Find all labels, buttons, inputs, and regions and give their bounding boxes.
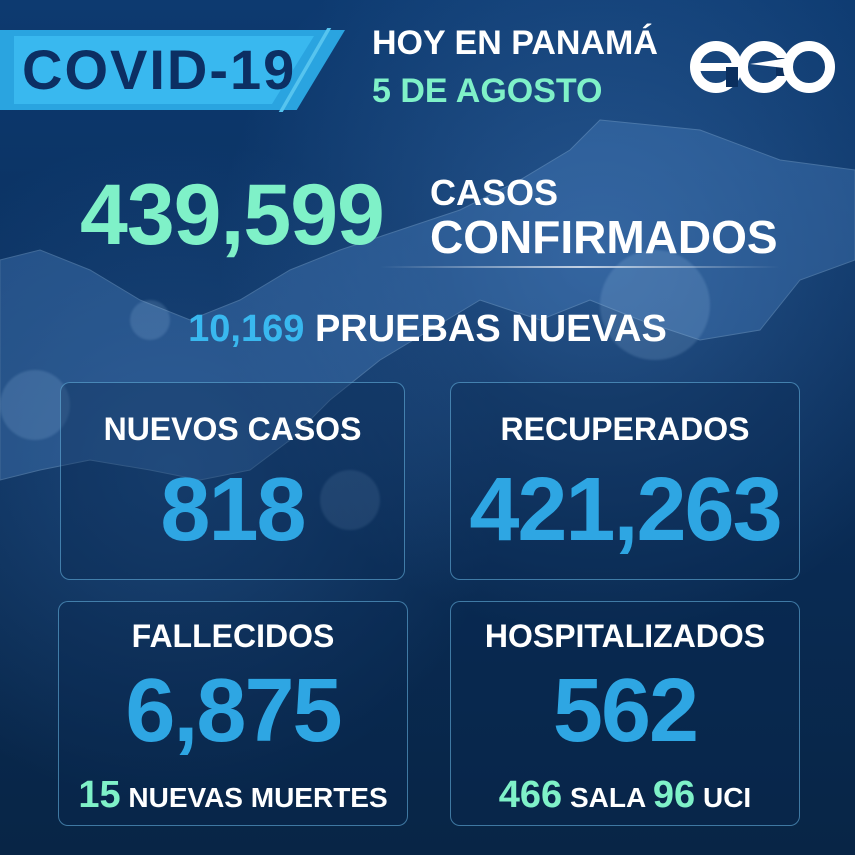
card-deaths-label: FALLECIDOS xyxy=(131,618,335,654)
new-tests: 10,169 PRUEBAS NUEVAS xyxy=(0,308,855,351)
new-tests-label: PRUEBAS NUEVAS xyxy=(314,308,667,350)
card-new-cases: NUEVOS CASOS 818 xyxy=(60,382,405,580)
card-deaths-sub: 15 NUEVAS MUERTES xyxy=(59,774,407,817)
new-deaths-label: NUEVAS MUERTES xyxy=(128,782,388,813)
card-recovered-label: RECUPERADOS xyxy=(500,411,750,447)
card-recovered-value: 421,263 xyxy=(469,460,782,560)
new-tests-value: 10,169 xyxy=(188,308,305,350)
confirmed-label-line1: CASOS xyxy=(430,172,559,213)
ward-value: 466 xyxy=(498,774,563,816)
card-new-cases-value: 818 xyxy=(160,460,306,560)
confirmed-cases-value: 439,599 xyxy=(80,167,385,263)
icu-value: 96 xyxy=(652,774,696,816)
confirmed-underline xyxy=(380,266,780,268)
card-deaths-value: 6,875 xyxy=(125,661,342,761)
icu-label: UCI xyxy=(702,782,752,813)
bokeh-bubble xyxy=(320,470,380,530)
bokeh-bubble xyxy=(0,370,70,440)
confirmed-label-line2: CONFIRMADOS xyxy=(430,211,778,263)
title-banner xyxy=(0,30,345,110)
subtitle-location: HOY EN PANAMÁ xyxy=(372,24,658,62)
card-recovered: RECUPERADOS 421,263 xyxy=(450,382,800,580)
eco-logo-icon xyxy=(690,41,835,93)
new-deaths-value: 15 xyxy=(78,774,121,816)
card-hospitalized: HOSPITALIZADOS 562 466 SALA 96 UCI xyxy=(450,601,800,826)
subtitle-date: 5 DE AGOSTO xyxy=(372,72,603,110)
card-deaths: FALLECIDOS 6,875 15 NUEVAS MUERTES xyxy=(58,601,408,826)
card-hospitalized-sub: 466 SALA 96 UCI xyxy=(451,774,799,817)
bokeh-bubble xyxy=(130,300,170,340)
card-new-cases-label: NUEVOS CASOS xyxy=(103,411,362,447)
card-hospitalized-label: HOSPITALIZADOS xyxy=(484,618,766,654)
page-title: COVID-19 xyxy=(22,38,297,101)
ward-label: SALA xyxy=(569,782,646,813)
bokeh-bubble xyxy=(600,250,710,360)
title-banner-inner xyxy=(14,36,314,104)
card-hospitalized-value: 562 xyxy=(552,661,699,761)
